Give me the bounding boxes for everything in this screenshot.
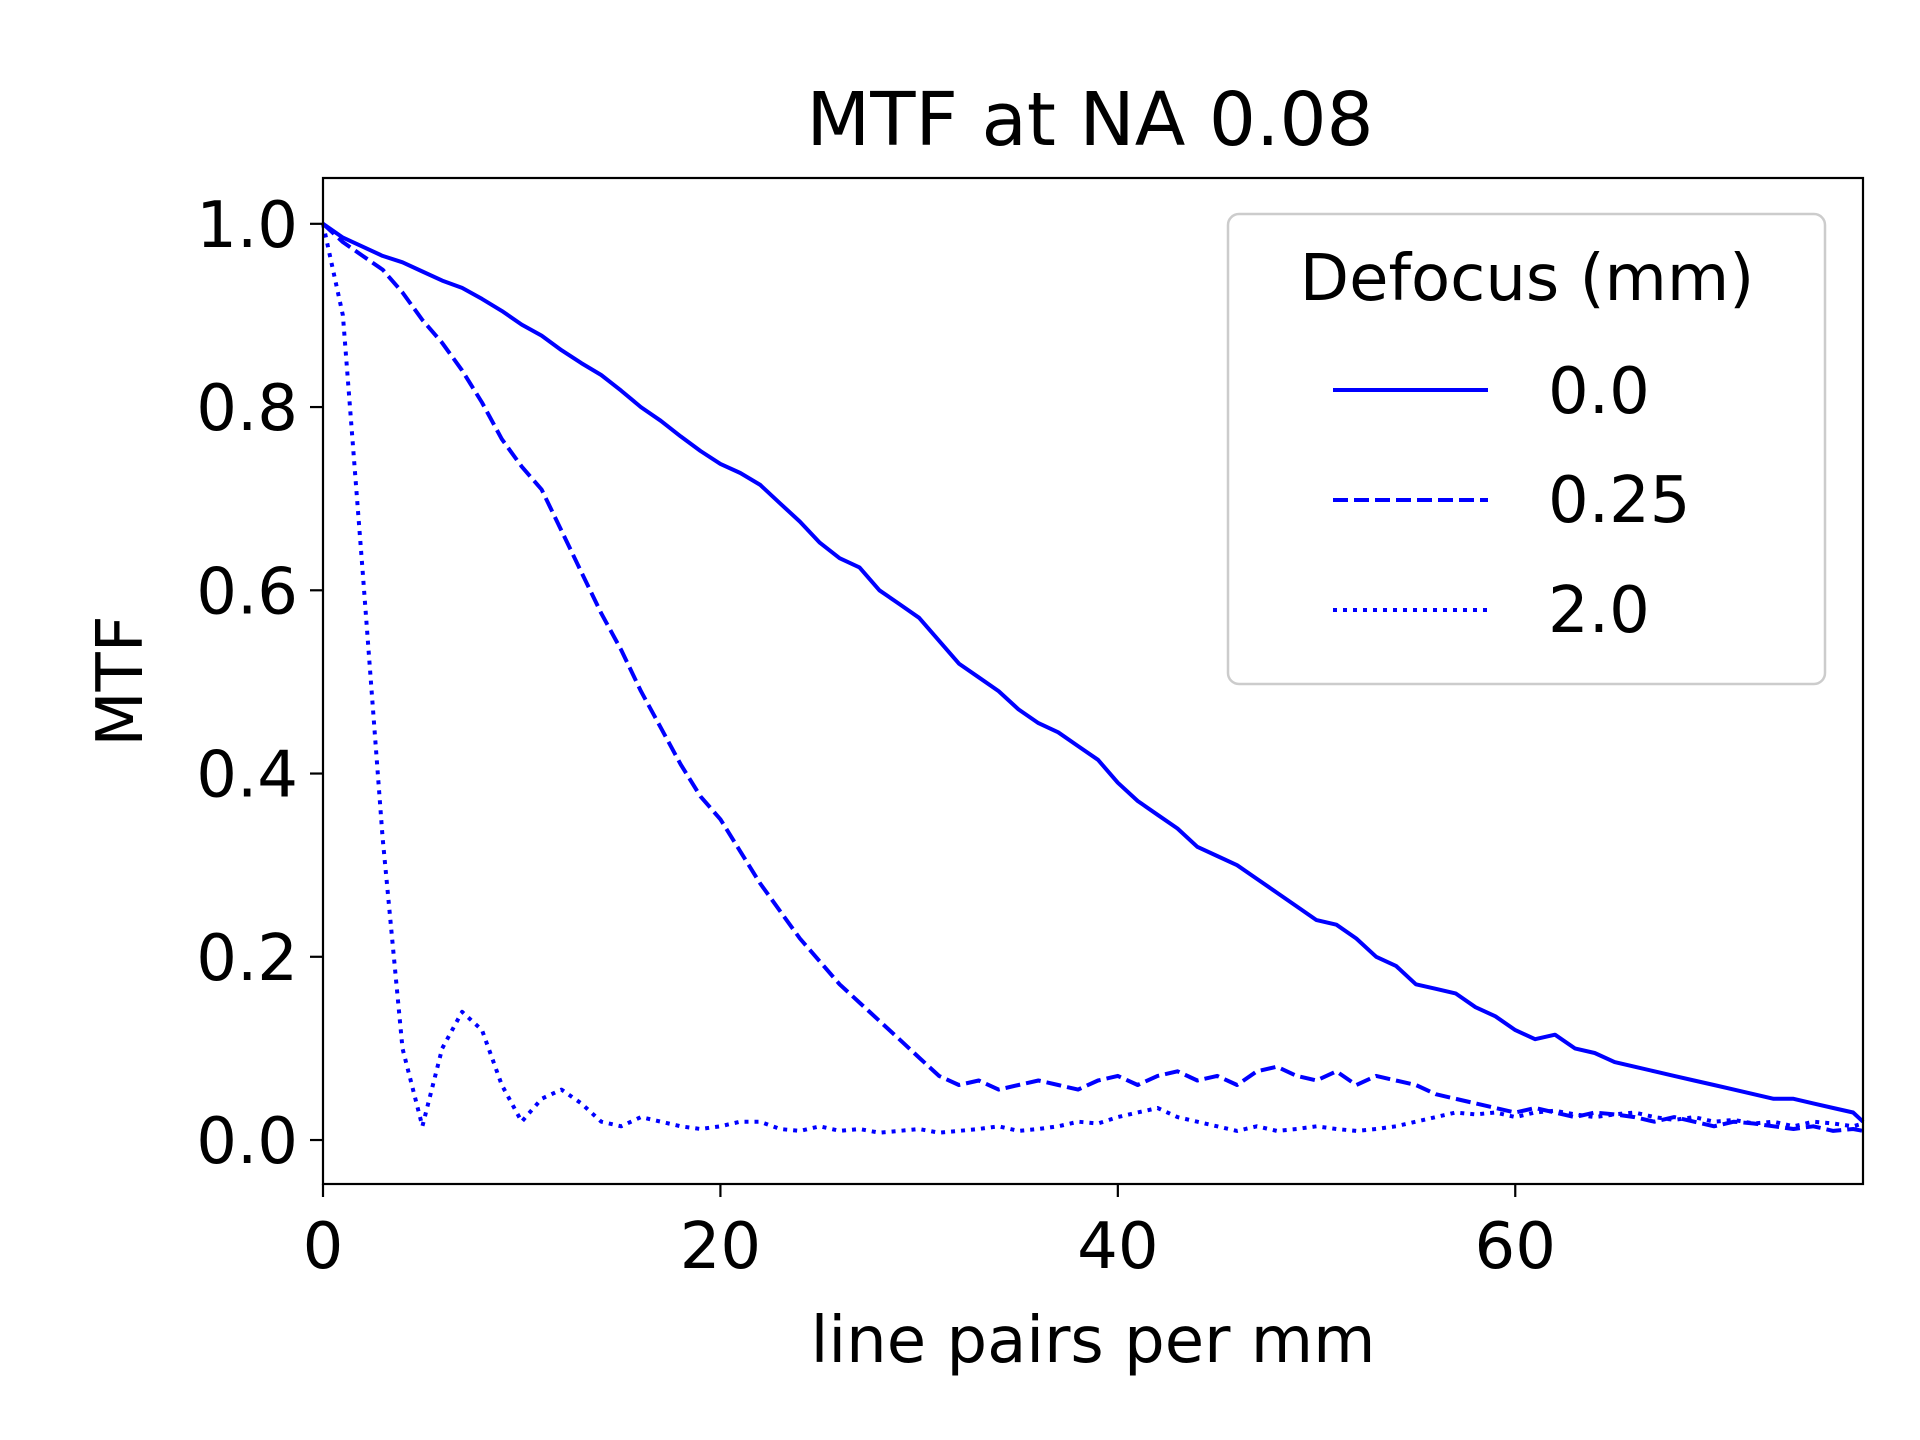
legend-entry-label: 0.25 xyxy=(1548,464,1691,538)
legend: Defocus (mm) 0.0 0.25 2.0 xyxy=(1226,212,1827,686)
y-tick-label: 0.2 xyxy=(196,922,298,996)
y-tick-label: 0.8 xyxy=(196,372,298,446)
x-axis-label: line pairs per mm xyxy=(811,1304,1376,1378)
series-layer xyxy=(321,222,1865,1135)
legend-title: Defocus (mm) xyxy=(1300,242,1754,316)
chart-title: MTF at NA 0.08 xyxy=(806,77,1373,163)
y-axis-label: MTF xyxy=(84,615,158,746)
legend-entry-label: 2.0 xyxy=(1548,574,1650,648)
x-tick-label: 60 xyxy=(1475,1210,1556,1284)
x-tick-label: 20 xyxy=(680,1210,761,1284)
y-tick-label: 1.0 xyxy=(196,189,298,263)
y-tick-label: 0.4 xyxy=(196,739,298,813)
legend-box xyxy=(1226,212,1827,686)
series-line-dashed xyxy=(321,222,1864,1133)
y-tick-label: 0.0 xyxy=(196,1105,298,1179)
y-tick-label: 0.6 xyxy=(196,555,298,629)
ticks-layer: 0 20 40 60 0.0 0.2 0.4 0.6 0.8 1.0 xyxy=(196,189,1556,1284)
x-tick-label: 0 xyxy=(303,1210,344,1284)
plot-area-frame xyxy=(321,176,1865,1186)
legend-entry-label: 0.0 xyxy=(1548,355,1650,429)
series-line-solid xyxy=(321,222,1865,1124)
x-tick-label: 40 xyxy=(1077,1210,1158,1284)
